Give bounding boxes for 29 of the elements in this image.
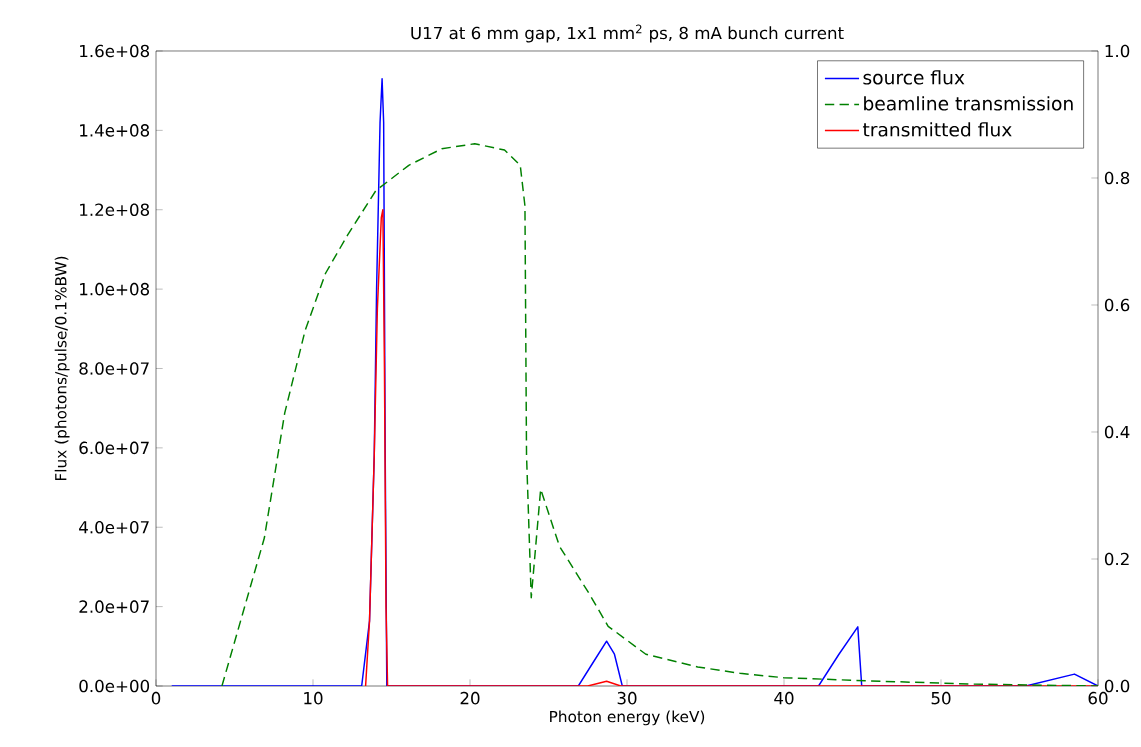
y2-tick-label: 0.6 bbox=[1104, 298, 1130, 312]
y-tick-label: 4.0e+07 bbox=[79, 520, 149, 534]
x-tick-label: 30 bbox=[617, 691, 637, 705]
x-tick-label: 40 bbox=[774, 691, 794, 705]
line-series bbox=[221, 142, 1099, 686]
legend-label: source flux bbox=[863, 70, 965, 85]
legend-label: beamline transmission bbox=[864, 96, 1073, 111]
y-tick-label: 1.6e+08 bbox=[80, 44, 150, 58]
x-axis-title: Photon energy (keV) bbox=[550, 710, 705, 726]
x-tick-label: 0 bbox=[151, 691, 161, 705]
y-tick-label: 8.0e+07 bbox=[79, 362, 149, 375]
y-tick-label: 1.2e+08 bbox=[80, 203, 150, 217]
y2-tick-label: 0.4 bbox=[1104, 425, 1130, 439]
y-tick-label: 1.4e+08 bbox=[80, 124, 150, 137]
y-axis-title: Flux (photons/pulse/0.1%BW) bbox=[54, 256, 70, 481]
y2-tick-label: 0.0 bbox=[1104, 679, 1130, 693]
x-tick-label: 10 bbox=[304, 691, 323, 705]
x-tick-label: 60 bbox=[1088, 691, 1108, 705]
x-tick-label: 50 bbox=[931, 691, 951, 705]
x-tick-label: 20 bbox=[460, 691, 480, 705]
y2-tick-label: 0.2 bbox=[1104, 552, 1129, 566]
legend-label: transmitted flux bbox=[862, 122, 1012, 137]
y-tick-label: 6.0e+07 bbox=[79, 441, 149, 455]
chart-title: U17 at 6 mm gap, 1x1 mm$^{2}$ ps, 8 mA bunch current bbox=[411, 24, 844, 43]
y2-tick-label: 0.8 bbox=[1104, 171, 1130, 185]
y-tick-label: 0.0e+00 bbox=[79, 679, 150, 693]
y-tick-label: 2.0e+07 bbox=[79, 600, 149, 613]
y2-tick-label: 1.0 bbox=[1105, 44, 1130, 58]
y-tick-label: 1.0e+08 bbox=[80, 282, 150, 296]
